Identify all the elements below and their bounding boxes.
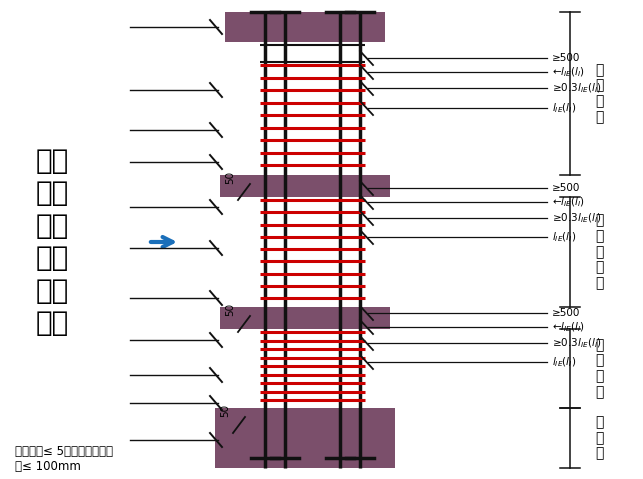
Text: ≥500: ≥500 [552, 53, 581, 63]
Text: $l_{IE}(l_I)$: $l_{IE}(l_I)$ [552, 101, 576, 115]
Text: 中
间
层
层
高: 中 间 层 层 高 [595, 214, 603, 290]
Text: ←$l_{IE}(l_I)$: ←$l_{IE}(l_I)$ [552, 320, 585, 334]
Bar [220, 175, 390, 197]
Text: $l_{IE}(l_I)$: $l_{IE}(l_I)$ [552, 230, 576, 244]
Text: ←$l_{IE}(l_I)$: ←$l_{IE}(l_I)$ [552, 195, 585, 209]
Text: 箍筋间距≤ 5倍纵筋最小直径: 箍筋间距≤ 5倍纵筋最小直径 [15, 445, 113, 458]
Text: 纵筋
绑扎
连接
时箍
筋的
设置: 纵筋 绑扎 连接 时箍 筋的 设置 [35, 147, 69, 337]
Text: 基
础
高: 基 础 高 [595, 415, 603, 461]
Text: 且≤ 100mm: 且≤ 100mm [15, 460, 81, 473]
Bar [220, 307, 390, 329]
Text: ≥0.3$l_{IE}(l_I)$: ≥0.3$l_{IE}(l_I)$ [552, 81, 602, 95]
Text: ←$l_{IE}(l_I)$: ←$l_{IE}(l_I)$ [552, 65, 585, 79]
Bar [215, 408, 395, 468]
Bar [225, 12, 385, 42]
Text: 50: 50 [220, 404, 230, 417]
Text: ≥500: ≥500 [552, 308, 581, 318]
Text: $l_{IE}(l_I)$: $l_{IE}(l_I)$ [552, 355, 576, 369]
Text: ≥500: ≥500 [552, 183, 581, 193]
Text: ≥0.3$l_{IE}(l_I)$: ≥0.3$l_{IE}(l_I)$ [552, 336, 602, 350]
Text: 首
层
层
高: 首 层 层 高 [595, 338, 603, 399]
Text: ≥0.3$l_{IE}(l_I)$: ≥0.3$l_{IE}(l_I)$ [552, 211, 602, 225]
Text: 50: 50 [225, 171, 235, 184]
Text: 50: 50 [225, 303, 235, 316]
Text: 顶
层
层
高: 顶 层 层 高 [595, 63, 603, 124]
